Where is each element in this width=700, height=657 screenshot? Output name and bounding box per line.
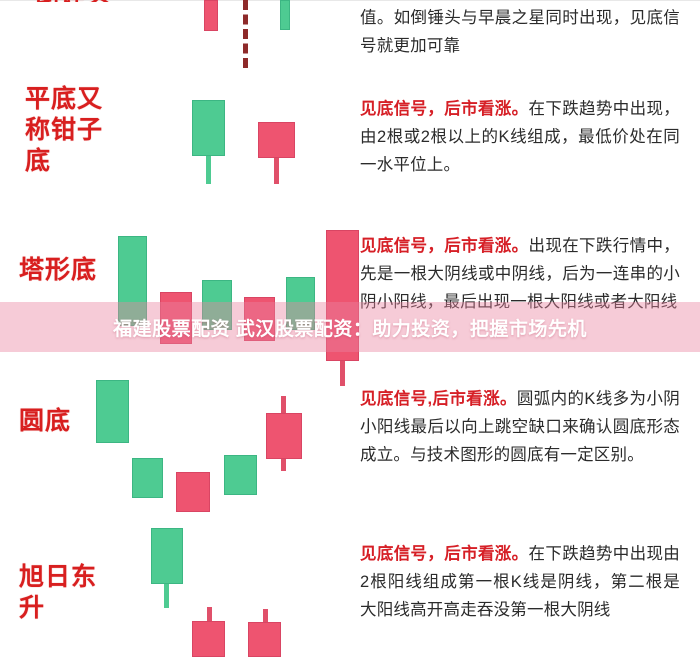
pattern-label-inverted-hammer: 倒锤头 xyxy=(34,0,174,2)
description-tweezers-bottom: 见底信号，后市看涨。在下跌趋势中出现，由2根或2根以上的K线组成，最低价处在同一… xyxy=(360,95,680,179)
pattern-label-rising-sun: 旭日东 升 xyxy=(19,563,98,622)
candle-group-tweezers-bottom xyxy=(0,0,700,200)
signal-highlight: 见底信号,后市看涨。 xyxy=(360,390,517,408)
description-round-bottom: 见底信号,后市看涨。圆弧内的K线多为小阴小阳线最后以向上跳空缺口来确认圆底形态成… xyxy=(360,385,680,469)
description-body: 出现在下跌行情中，先是一根大阴线或中阴线，后为一连串的小阴小阳线，最后出现一根大… xyxy=(360,237,680,311)
pattern-label-round-bottom: 圆底 xyxy=(19,407,72,435)
description-body: 值。如倒锤头与早晨之星同时出现，见底信号就更加可靠 xyxy=(360,9,680,55)
watermark-banner: 福建股票配资 武汉股票配资：助力投资，把握市场先机 xyxy=(0,302,700,352)
dashed-divider-marker xyxy=(243,0,248,68)
description-rising-sun: 见底信号，后市看涨。在下跌趋势中出现由2根阳线组成第一根K线是阴线，第二根是大阳… xyxy=(360,540,680,624)
candle-group-round-bottom xyxy=(96,380,302,512)
signal-highlight: 见底信号，后市看涨。 xyxy=(360,237,529,255)
description-tower-bottom: 见底信号，后市看涨。出现在下跌行情中，先是一根大阴线或中阴线，后为一连串的小阴小… xyxy=(360,232,680,316)
description-body: 在下跌趋势中出现由2根阳线组成第一根K线是阴线，第二根是大阳线高开高走吞没第一根… xyxy=(360,545,680,619)
description-body: 圆弧内的K线多为小阴小阳线最后以向上跳空缺口来确认圆底形态成立。与技术图形的圆底… xyxy=(360,390,680,464)
candle-group-inverted-hammer xyxy=(0,0,700,70)
signal-highlight: 见底信号，后市看涨。 xyxy=(360,100,529,118)
signal-highlight: 见底信号，后市看涨。 xyxy=(360,545,529,563)
pattern-label-tower-bottom: 塔形底 xyxy=(19,256,98,284)
top-divider xyxy=(0,0,700,1)
description-body: 在下跌趋势中出现，由2根或2根以上的K线组成，最低价处在同一水平位上。 xyxy=(360,100,680,174)
candle-group-tower-bottom xyxy=(118,230,359,386)
description-inverted-hammer: 值。如倒锤头与早晨之星同时出现，见底信号就更加可靠 xyxy=(360,4,680,60)
watermark-banner-text: 福建股票配资 武汉股票配资：助力投资，把握市场先机 xyxy=(113,318,587,340)
pattern-label-tweezers-bottom: 平底又 称钳子 底 xyxy=(25,85,104,175)
